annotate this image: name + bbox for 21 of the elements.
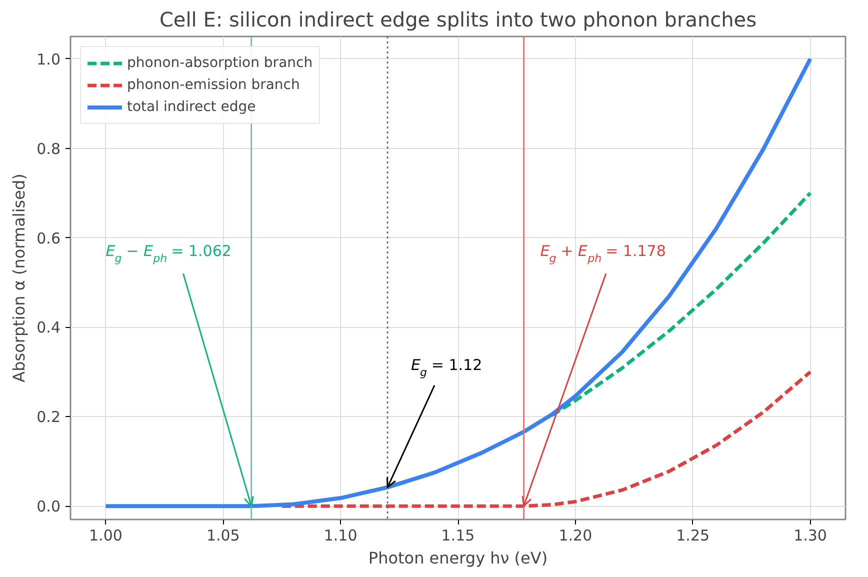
x-tick-label: 1.25 bbox=[676, 526, 710, 544]
y-tick-label: 1.0 bbox=[36, 50, 61, 68]
line-series bbox=[104, 56, 812, 508]
x-axis-title: Photon energy hν (eV) bbox=[368, 548, 548, 568]
y-tick-label: 0.2 bbox=[36, 408, 61, 426]
x-tick-label: 1.00 bbox=[89, 526, 122, 544]
legend-label: phonon-emission branch bbox=[127, 77, 300, 93]
y-tick-label: 0.0 bbox=[36, 498, 61, 516]
legend-label: phonon-absorption branch bbox=[127, 55, 313, 71]
y-tick-label: 0.8 bbox=[36, 140, 61, 158]
x-tick-label: 1.20 bbox=[558, 526, 592, 544]
x-tick-label: 1.10 bbox=[324, 526, 358, 544]
y-axis-title: Absorption α (normalised) bbox=[10, 174, 29, 382]
x-tick-label: 1.05 bbox=[206, 526, 240, 544]
legend-label: total indirect edge bbox=[127, 99, 256, 115]
line-series bbox=[550, 191, 812, 418]
y-tick-label: 0.6 bbox=[36, 229, 61, 248]
chart-title: Cell E: silicon indirect edge splits into two phonon branches bbox=[159, 8, 757, 32]
y-tick-label: 0.4 bbox=[36, 318, 61, 337]
x-tick-label: 1.30 bbox=[794, 526, 827, 544]
x-tick-label: 1.15 bbox=[441, 526, 475, 544]
